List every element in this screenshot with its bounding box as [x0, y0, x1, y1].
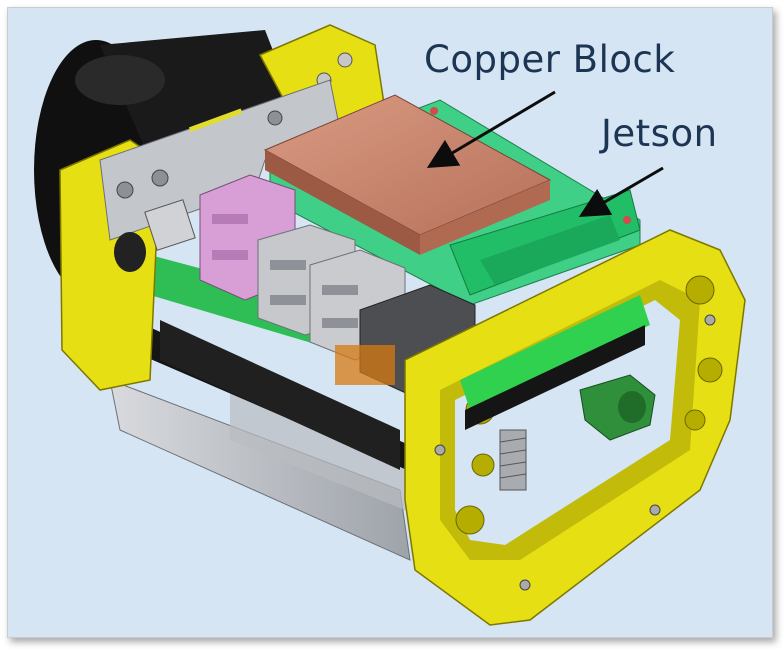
spring [499, 429, 527, 491]
copper-block-label: Copper Block [424, 38, 676, 81]
copper-block-arrow [426, 90, 556, 169]
jetson-arrow [578, 166, 664, 218]
power-jack [114, 199, 196, 272]
copper-block [263, 94, 552, 255]
jetson-label: Jetson [601, 112, 718, 155]
thumb-screw [579, 374, 656, 441]
